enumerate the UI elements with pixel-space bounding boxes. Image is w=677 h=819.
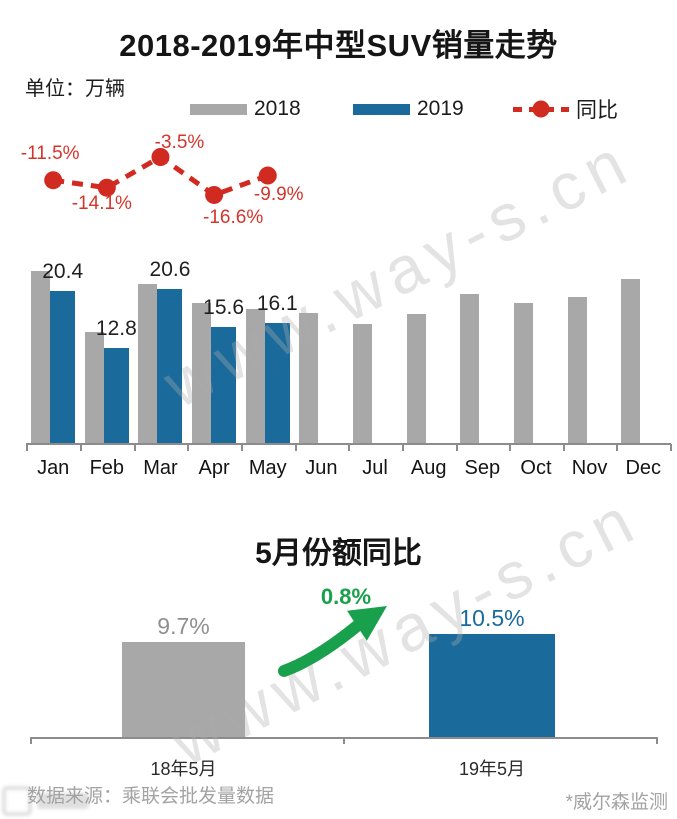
share-category-label: 18年5月	[150, 759, 217, 779]
bar-2018	[84, 331, 104, 444]
month-label: May	[248, 457, 287, 479]
x-axis-tick	[294, 443, 297, 451]
yoy-value-label: -16.6%	[203, 206, 264, 228]
x-axis-tick	[616, 443, 619, 451]
x-axis-tick	[562, 443, 565, 451]
bar-2019	[50, 290, 76, 444]
legend-item-2019: 2019	[353, 96, 464, 122]
month-label: Aug	[410, 457, 447, 479]
share-x-axis-tick	[343, 737, 345, 744]
bar-value-label: 20.4	[42, 259, 84, 283]
x-axis-tick	[509, 443, 512, 451]
legend-dashed-line-dot-icon	[513, 100, 569, 118]
bar-2018	[513, 302, 533, 444]
share-bar	[429, 634, 555, 737]
share-x-axis-tick	[30, 737, 32, 744]
bar-2018	[353, 323, 373, 444]
bar-2018	[406, 313, 426, 444]
legend-item-yoy: 同比	[513, 96, 618, 122]
month-label: Apr	[198, 457, 230, 479]
legend-label-yoy: 同比	[576, 99, 618, 122]
month-label: Mar	[143, 457, 178, 479]
share-category-label: 19年5月	[458, 759, 526, 779]
legend-swatch-2019-icon	[353, 103, 410, 115]
legend-item-2018: 2018	[190, 96, 301, 122]
yoy-value-label: -3.5%	[154, 132, 205, 153]
bar-value-label: 20.6	[149, 258, 191, 281]
x-axis-tick	[455, 443, 458, 451]
bar-2018	[245, 309, 265, 444]
yoy-value-label: -14.1%	[71, 192, 132, 214]
legend-swatch-2018-icon	[190, 103, 247, 115]
bar-2019	[211, 326, 237, 444]
bar-2018	[192, 303, 212, 444]
share-bar	[122, 642, 245, 737]
x-axis-tick	[80, 443, 83, 451]
x-axis-tick	[26, 443, 29, 451]
share-value-label: 9.7%	[157, 613, 210, 640]
yoy-value-label: -11.5%	[20, 143, 80, 165]
bar-value-label: 12.8	[95, 316, 137, 340]
bar-2018	[460, 293, 480, 444]
legend-label-2018: 2018	[254, 97, 301, 120]
legend-label-2019: 2019	[417, 97, 464, 120]
bar-2018	[567, 296, 587, 444]
bar-2019	[157, 289, 183, 444]
x-axis-tick	[348, 443, 351, 451]
bar-2018	[621, 278, 641, 444]
bar-2018	[31, 271, 51, 444]
page-title: 2018-2019年中型SUV销量走势	[119, 28, 558, 63]
subchart-title: 5月份额同比	[255, 537, 422, 570]
unit-label: 单位：万辆	[25, 78, 125, 100]
bar-value-label: 15.6	[203, 295, 245, 319]
share-x-axis-tick	[656, 737, 658, 744]
month-label: Nov	[571, 457, 608, 479]
bar-value-label: 16.1	[256, 291, 298, 315]
month-label: Oct	[520, 457, 552, 479]
x-axis-tick	[240, 443, 243, 451]
month-label: Sep	[464, 457, 501, 479]
month-label: Feb	[89, 457, 125, 479]
month-label: Dec	[625, 457, 662, 479]
delta-label: 0.8%	[320, 584, 372, 609]
yoy-value-label: -9.9%	[253, 183, 304, 205]
month-label: Jan	[37, 457, 70, 479]
monitor-note: *威尔森监测	[565, 792, 668, 813]
month-label: Jun	[305, 457, 338, 479]
bar-2019	[103, 347, 129, 444]
corner-watermark-logo	[2, 786, 90, 816]
data-source: 数据来源：乘联会批发量数据	[27, 786, 275, 807]
x-axis-tick	[187, 443, 190, 451]
bar-2019	[264, 322, 290, 444]
bar-2018	[299, 313, 319, 444]
month-label: Jul	[362, 457, 388, 479]
bar-2018	[138, 283, 158, 444]
x-axis-tick	[401, 443, 404, 451]
x-axis-tick	[670, 443, 673, 451]
x-axis-tick	[133, 443, 136, 451]
share-value-label: 10.5%	[459, 605, 525, 632]
